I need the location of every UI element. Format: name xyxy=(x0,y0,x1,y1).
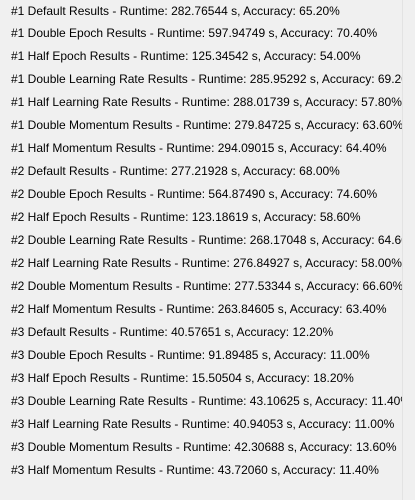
result-line: #3 Half Epoch Results - Runtime: 15.5050… xyxy=(11,371,354,385)
result-line: #2 Half Epoch Results - Runtime: 123.186… xyxy=(11,210,361,224)
result-line: #2 Double Learning Rate Results - Runtim… xyxy=(11,233,415,247)
result-line: #1 Double Epoch Results - Runtime: 597.9… xyxy=(11,26,378,40)
scrollbar-track[interactable] xyxy=(402,0,415,500)
result-line: #1 Double Learning Rate Results - Runtim… xyxy=(11,72,415,86)
results-list: #1 Default Results - Runtime: 282.76544 … xyxy=(11,4,415,477)
result-line: #2 Half Learning Rate Results - Runtime:… xyxy=(11,256,402,270)
result-line: #3 Half Learning Rate Results - Runtime:… xyxy=(11,417,395,431)
result-line: #2 Double Epoch Results - Runtime: 564.8… xyxy=(11,187,378,201)
result-line: #2 Double Momentum Results - Runtime: 27… xyxy=(11,279,404,293)
result-line: #3 Half Momentum Results - Runtime: 43.7… xyxy=(11,463,379,477)
result-line: #1 Half Learning Rate Results - Runtime:… xyxy=(11,95,402,109)
result-line: #1 Half Epoch Results - Runtime: 125.345… xyxy=(11,49,361,63)
result-line: #1 Default Results - Runtime: 282.76544 … xyxy=(11,4,340,18)
result-line: #1 Double Momentum Results - Runtime: 27… xyxy=(11,118,404,132)
result-line: #3 Double Epoch Results - Runtime: 91.89… xyxy=(11,348,370,362)
result-line: #1 Half Momentum Results - Runtime: 294.… xyxy=(11,141,387,155)
result-line: #2 Half Momentum Results - Runtime: 263.… xyxy=(11,302,387,316)
result-line: #2 Default Results - Runtime: 277.21928 … xyxy=(11,164,340,178)
result-line: #3 Default Results - Runtime: 40.57651 s… xyxy=(11,325,334,339)
result-line: #3 Double Learning Rate Results - Runtim… xyxy=(11,394,412,408)
result-line: #3 Double Momentum Results - Runtime: 42… xyxy=(11,440,397,454)
